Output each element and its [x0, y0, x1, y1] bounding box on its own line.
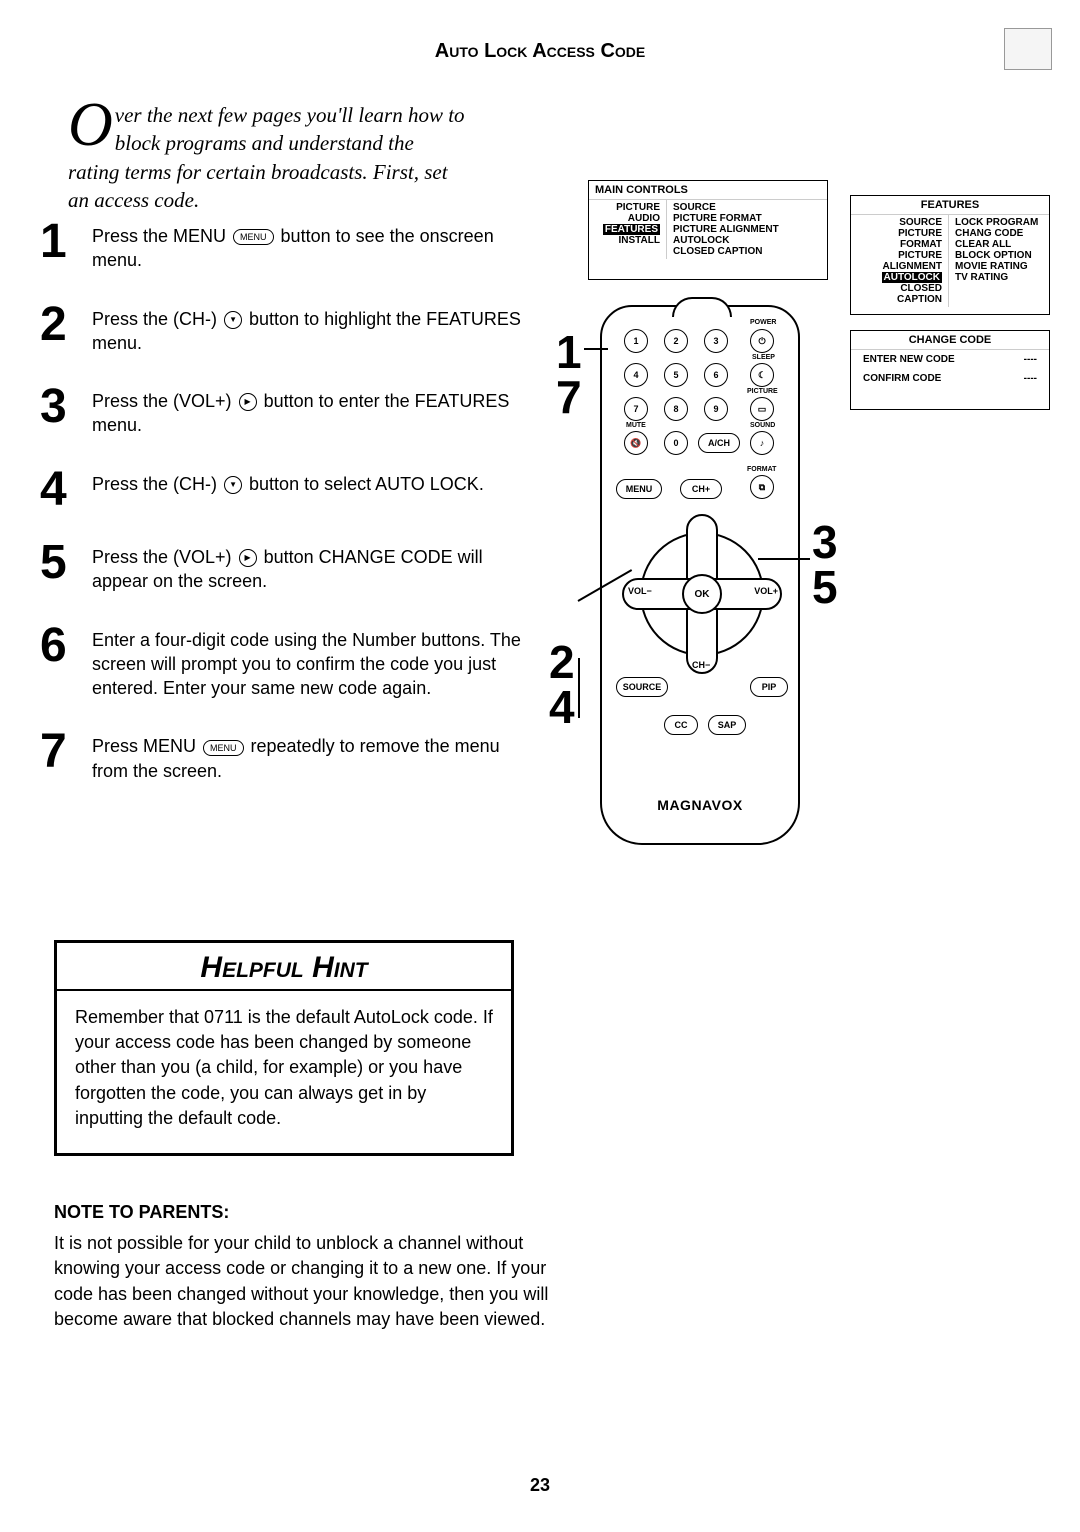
page-number: 23 — [0, 1475, 1080, 1496]
remote-picture-btn: ▭ — [750, 397, 774, 421]
step-text: Press the (VOL+) ▶ button to enter the F… — [88, 385, 540, 438]
remote-ok-btn: OK — [682, 574, 722, 614]
remote-format-btn: ⧉ — [750, 475, 774, 499]
step-number: 7 — [40, 730, 88, 773]
remote-sleep-btn: ☾ — [750, 363, 774, 387]
vol-plus-icon: ▶ — [239, 549, 257, 567]
corner-icon — [1004, 28, 1052, 70]
remote-source-btn: SOURCE — [616, 677, 668, 697]
intro-paragraph: O ver the next few pages you'll learn ho… — [0, 73, 540, 234]
callout-line — [584, 348, 608, 350]
step-text: Press the (CH-) ▼ button to select AUTO … — [88, 468, 484, 496]
step-text: Press the (CH-) ▼ button to highlight th… — [88, 303, 540, 356]
osd-left-col: PICTURE AUDIO FEATURES INSTALL — [589, 200, 667, 259]
callout-4: 4 — [549, 680, 575, 734]
remote-btn-2: 2 — [664, 329, 688, 353]
remote-body: 1 2 3 ⏻ POWER 4 5 6 ☾ SLEEP 7 8 9 ▭ PICT… — [600, 305, 800, 845]
picture-label: PICTURE — [747, 388, 778, 395]
remote-ach-btn: A/CH — [698, 433, 740, 453]
helpful-hint-box: Helpful Hint Remember that 0711 is the d… — [54, 940, 514, 1156]
remote-dpad: OK VOL− VOL+ CH− — [640, 532, 764, 656]
vol-minus-label: VOL− — [628, 586, 652, 596]
osd-header: MAIN CONTROLS — [589, 181, 827, 200]
remote-btn-0: 0 — [664, 431, 688, 455]
osd-main-controls: MAIN CONTROLS PICTURE AUDIO FEATURES INS… — [588, 180, 828, 280]
callout-7: 7 — [556, 370, 582, 424]
vol-plus-icon: ▶ — [239, 393, 257, 411]
note-title: NOTE TO PARENTS: — [54, 1200, 584, 1225]
menu-button-icon: MENU — [203, 740, 244, 756]
osd-left-col: SOURCE PICTURE FORMAT PICTURE ALIGNMENT … — [851, 215, 949, 307]
step-row: 6 Enter a four-digit code using the Numb… — [40, 624, 540, 701]
remote-btn-3: 3 — [704, 329, 728, 353]
remote-btn-4: 4 — [624, 363, 648, 387]
intro-text: ver the next few pages you'll learn how … — [68, 103, 465, 212]
remote-cc-btn: CC — [664, 715, 698, 735]
step-text: Press the (VOL+) ▶ button CHANGE CODE wi… — [88, 541, 540, 594]
callout-line — [578, 658, 580, 718]
step-number: 5 — [40, 541, 88, 584]
step-row: 7 Press MENU MENU repeatedly to remove t… — [40, 730, 540, 783]
power-label: POWER — [750, 319, 776, 326]
step-row: 2 Press the (CH-) ▼ button to highlight … — [40, 303, 540, 356]
step-row: 3 Press the (VOL+) ▶ button to enter the… — [40, 385, 540, 438]
sleep-label: SLEEP — [752, 354, 775, 361]
ch-minus-icon: ▼ — [224, 311, 242, 329]
step-number: 3 — [40, 385, 88, 428]
remote-chplus-btn: CH+ — [680, 479, 722, 499]
step-number: 4 — [40, 468, 88, 511]
osd-header: CHANGE CODE — [851, 331, 1049, 350]
remote-ir-bump — [672, 297, 732, 317]
remote-btn-1: 1 — [624, 329, 648, 353]
ch-minus-label: CH− — [692, 660, 710, 670]
callout-line — [758, 558, 810, 560]
remote-btn-6: 6 — [704, 363, 728, 387]
step-number: 6 — [40, 624, 88, 667]
sound-label: SOUND — [750, 422, 775, 429]
step-row: 5 Press the (VOL+) ▶ button CHANGE CODE … — [40, 541, 540, 594]
remote-mute-btn: 🔇 — [624, 431, 648, 455]
step-row: 4 Press the (CH-) ▼ button to select AUT… — [40, 468, 540, 511]
remote-sound-btn: ♪ — [750, 431, 774, 455]
page-title: Auto Lock Access Code — [0, 0, 1080, 73]
step-number: 1 — [40, 220, 88, 263]
osd-right-col: SOURCE PICTURE FORMAT PICTURE ALIGNMENT … — [667, 200, 785, 259]
step-text: Press the MENU MENU button to see the on… — [88, 220, 540, 273]
note-to-parents: NOTE TO PARENTS: It is not possible for … — [54, 1200, 584, 1332]
remote-pip-btn: PIP — [750, 677, 788, 697]
remote-sap-btn: SAP — [708, 715, 746, 735]
remote-btn-8: 8 — [664, 397, 688, 421]
step-text: Enter a four-digit code using the Number… — [88, 624, 540, 701]
osd-row: ENTER NEW CODE ---- — [851, 350, 1049, 369]
steps-column: 1 Press the MENU MENU button to see the … — [40, 220, 540, 813]
remote-menu-btn: MENU — [616, 479, 662, 499]
ch-minus-icon: ▼ — [224, 476, 242, 494]
osd-change-code: CHANGE CODE ENTER NEW CODE ---- CONFIRM … — [850, 330, 1050, 410]
remote-btn-5: 5 — [664, 363, 688, 387]
remote-brand: MAGNAVOX — [602, 797, 798, 813]
remote-power-btn: ⏻ — [750, 329, 774, 353]
step-number: 2 — [40, 303, 88, 346]
osd-features: FEATURES SOURCE PICTURE FORMAT PICTURE A… — [850, 195, 1050, 315]
osd-row: CONFIRM CODE ---- — [851, 369, 1049, 388]
format-label: FORMAT — [747, 466, 776, 473]
intro-dropcap: O — [68, 101, 115, 149]
osd-right-col: LOCK PROGRAM CHANG CODE CLEAR ALL BLOCK … — [949, 215, 1044, 307]
remote-btn-7: 7 — [624, 397, 648, 421]
hint-title: Helpful Hint — [57, 943, 511, 991]
remote-control-diagram: 1 2 3 ⏻ POWER 4 5 6 ☾ SLEEP 7 8 9 ▭ PICT… — [600, 305, 800, 845]
step-row: 1 Press the MENU MENU button to see the … — [40, 220, 540, 273]
remote-btn-9: 9 — [704, 397, 728, 421]
osd-header: FEATURES — [851, 196, 1049, 215]
vol-plus-label: VOL+ — [754, 586, 778, 596]
callout-5: 5 — [812, 560, 838, 614]
menu-button-icon: MENU — [233, 229, 274, 245]
mute-label: MUTE — [626, 422, 646, 429]
note-body: It is not possible for your child to unb… — [54, 1231, 584, 1332]
hint-body: Remember that 0711 is the default AutoLo… — [57, 991, 511, 1153]
step-text: Press MENU MENU repeatedly to remove the… — [88, 730, 540, 783]
